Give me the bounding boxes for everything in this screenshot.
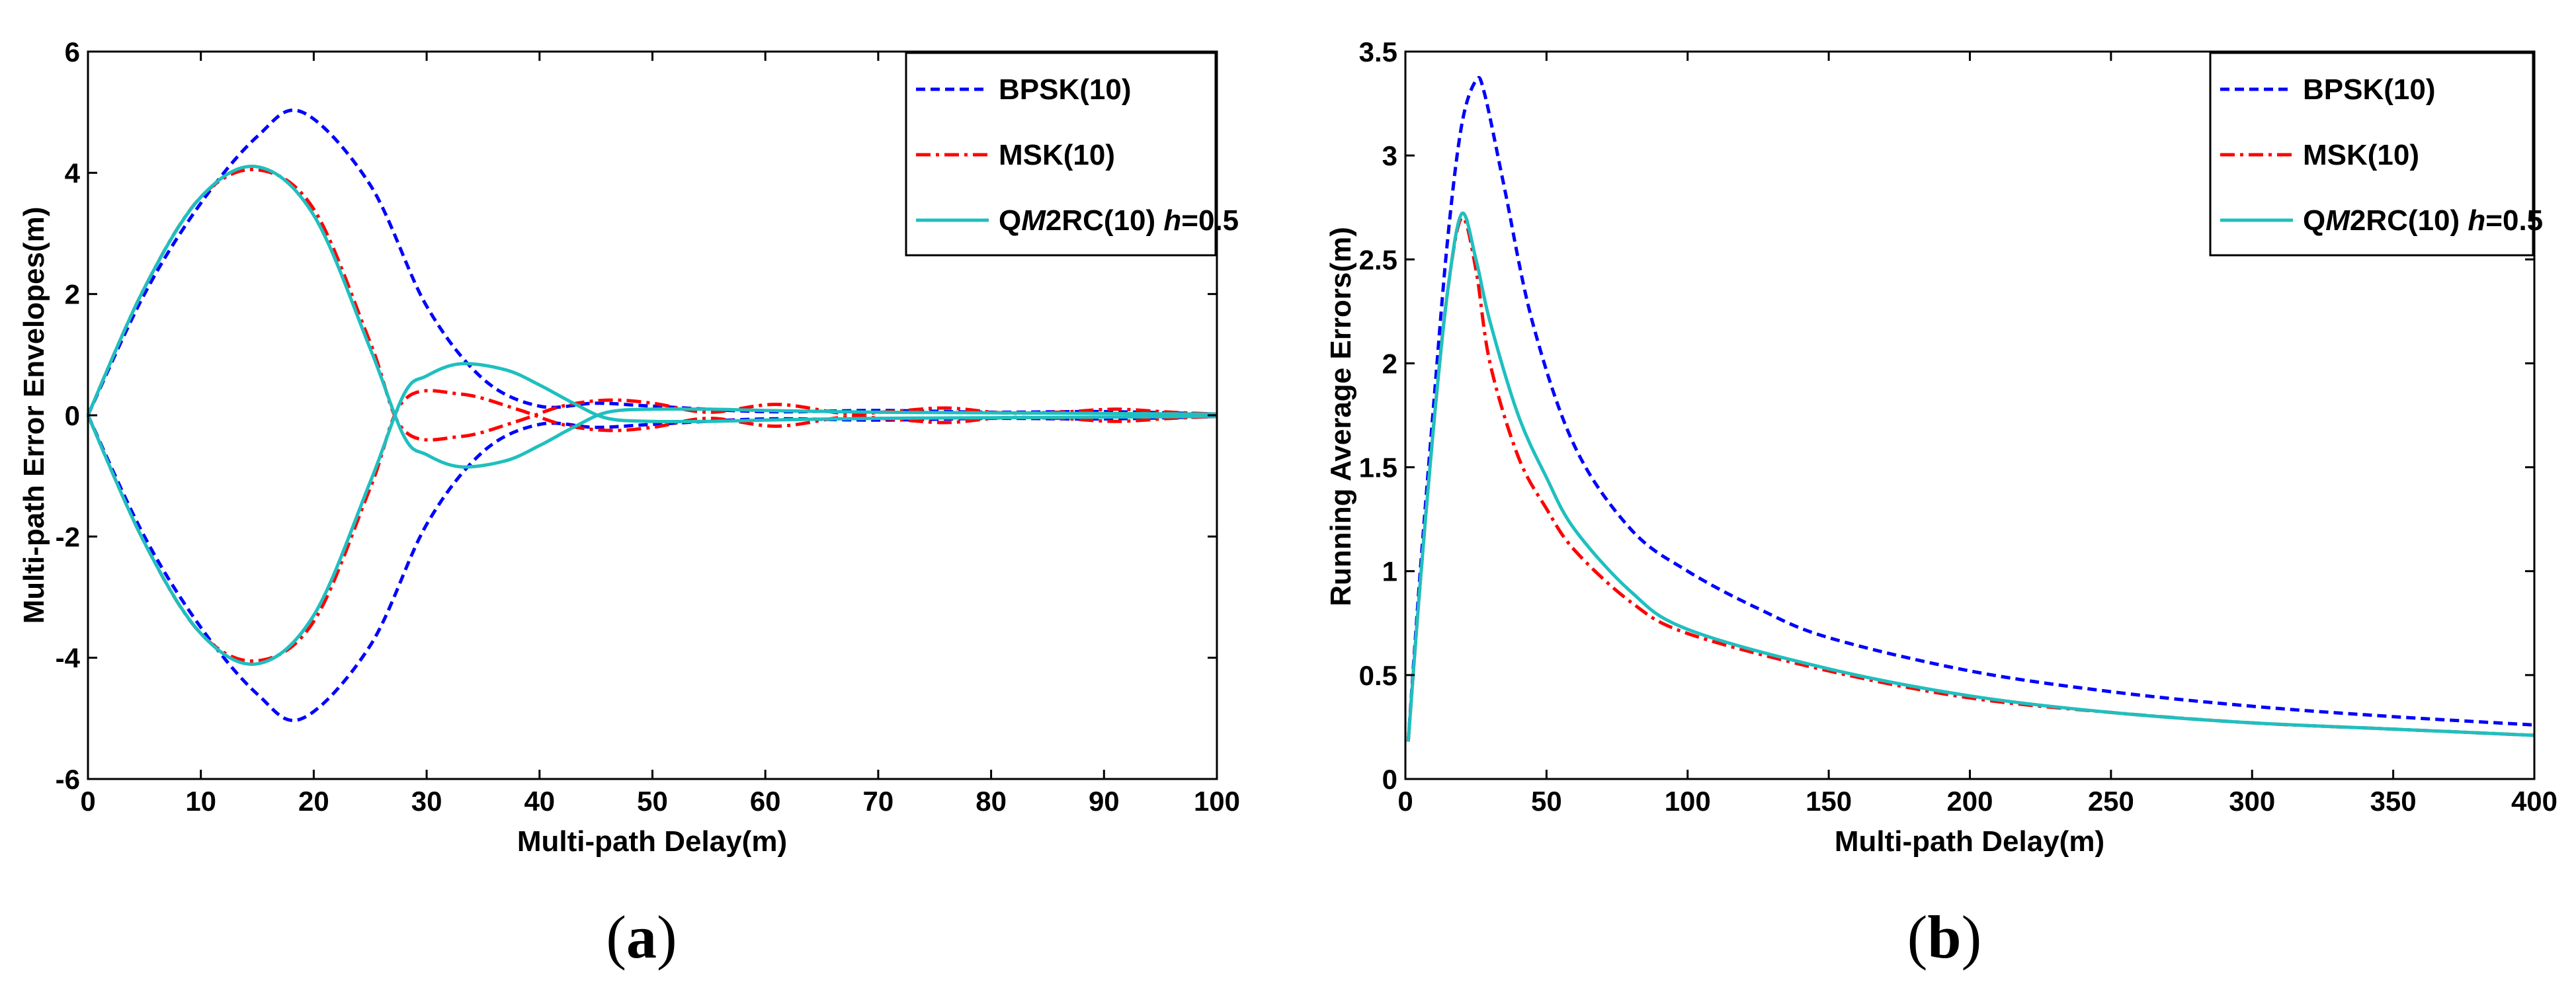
panel-a-y-tick-label: -6: [56, 764, 80, 795]
panel-a-label: (a): [606, 903, 677, 971]
panel-b-legend-qm2rc-label: QM2RC(10) h=0.5: [2303, 204, 2543, 237]
panel-a-x-tick-label: 90: [1089, 786, 1120, 817]
panel-b-x-tick-label: 0: [1397, 786, 1413, 817]
panel-b-y-tick-label: 0.5: [1359, 660, 1397, 691]
panel-a-series-qm2rc-10-h-0-5-lower: [86, 362, 1218, 666]
panel-a-legend-qm2rc-label: QM2RC(10) h=0.5: [999, 204, 1239, 237]
panel-a-x-tick-label: 60: [750, 786, 781, 817]
panel-a-x-tick-label: 80: [976, 786, 1007, 817]
panel-b-series-bpsk-10-line: [1406, 75, 2535, 742]
panel-a-legend-bpsk-label: BPSK(10): [999, 73, 1132, 106]
panel-b-legend-msk-label: MSK(10): [2303, 139, 2419, 171]
panel-a-series-msk-10-lower: [86, 389, 1218, 663]
panel-a-x-tick-label: 40: [524, 786, 555, 817]
panel-b-x-tick-label: 50: [1531, 786, 1562, 817]
panel-a-x-tick-label: 20: [298, 786, 329, 817]
panel-a-y-tick-label: -4: [56, 643, 81, 674]
panel-b-x-tick-label: 400: [2511, 786, 2557, 817]
panel-a-x-tick-label: 0: [80, 786, 95, 817]
panel-b-x-tick-label: 350: [2370, 786, 2417, 817]
panel-a-y-tick-label: 2: [65, 279, 80, 310]
panel-a-series-bpsk-10-lower: [86, 414, 1218, 722]
panel-b-chart: 0 50 100 150 200 250 300 350 400 0 0.5 1 1.5 2 2.5 3 3.5…: [1325, 36, 2557, 971]
panel-a-series: [86, 108, 1218, 722]
panel-a-legend: BPSK(10) MSK(10) QM2RC(10) h=0.5: [905, 52, 1239, 257]
panel-a-x-tick-label: 30: [411, 786, 442, 817]
panel-b-x-tick-label: 250: [2088, 786, 2134, 817]
panel-a-series-msk-10-upper: [86, 167, 1218, 442]
panel-a-y-tick-label: -2: [56, 521, 80, 552]
panel-a-y-tick-label: 6: [65, 36, 80, 67]
panel-b-x-tick-label: 200: [1946, 786, 1993, 817]
panel-b-series-msk-10-line: [1406, 216, 2535, 742]
panel-b-x-axis-title: Multi-path Delay(m): [1835, 825, 2104, 858]
panel-a-x-tick-label: 50: [637, 786, 668, 817]
panel-b-y-tick-label: 2.5: [1359, 244, 1397, 275]
panel-b-y-tick-label: 3.5: [1359, 36, 1397, 67]
panel-b-y-tick-label: 1.5: [1359, 452, 1397, 483]
panel-b-y-tick-label: 2: [1382, 348, 1397, 379]
panel-a-legend-msk-label: MSK(10): [999, 139, 1115, 171]
panel-b-y-tick-label: 1: [1382, 556, 1397, 587]
panel-b-legend: BPSK(10) MSK(10) QM2RC(10) h=0.5: [2209, 52, 2543, 257]
panel-b-y-tick-label: 0: [1382, 764, 1397, 795]
panel-a-series-qm2rc-10-h-0-5-upper: [86, 165, 1218, 469]
panel-a-x-tick-label: 10: [185, 786, 216, 817]
panel-b-legend-bpsk-label: BPSK(10): [2303, 73, 2436, 106]
panel-a-chart: 0 10 20 30 40 50 60 70 80 90 100 -6 -4 -2 0 2 4 6 Multi-p…: [18, 36, 1240, 971]
panel-a-x-tick-label: 70: [863, 786, 894, 817]
panel-b-x-tick-label: 300: [2229, 786, 2275, 817]
panel-b-y-tick-label: 3: [1382, 140, 1397, 171]
panel-b-x-tick-label: 150: [1806, 786, 1852, 817]
panel-b-label: (b): [1907, 903, 1981, 971]
panel-a-y-tick-label: 0: [65, 400, 80, 431]
panel-a-x-axis-title: Multi-path Delay(m): [517, 825, 787, 858]
panel-a-y-tick-label: 4: [65, 157, 81, 188]
panel-b-series-qm2rc-10-h-0-5-line: [1406, 211, 2535, 742]
panel-a-x-tick-label: 100: [1194, 786, 1240, 817]
panel-b-y-axis-title: Running Average Errors(m): [1325, 227, 1357, 606]
panel-b-series: [1406, 75, 2535, 742]
panel-b-x-tick-label: 100: [1665, 786, 1711, 817]
panel-a-y-axis-title: Multi-path Error Envelopes(m): [18, 207, 50, 624]
